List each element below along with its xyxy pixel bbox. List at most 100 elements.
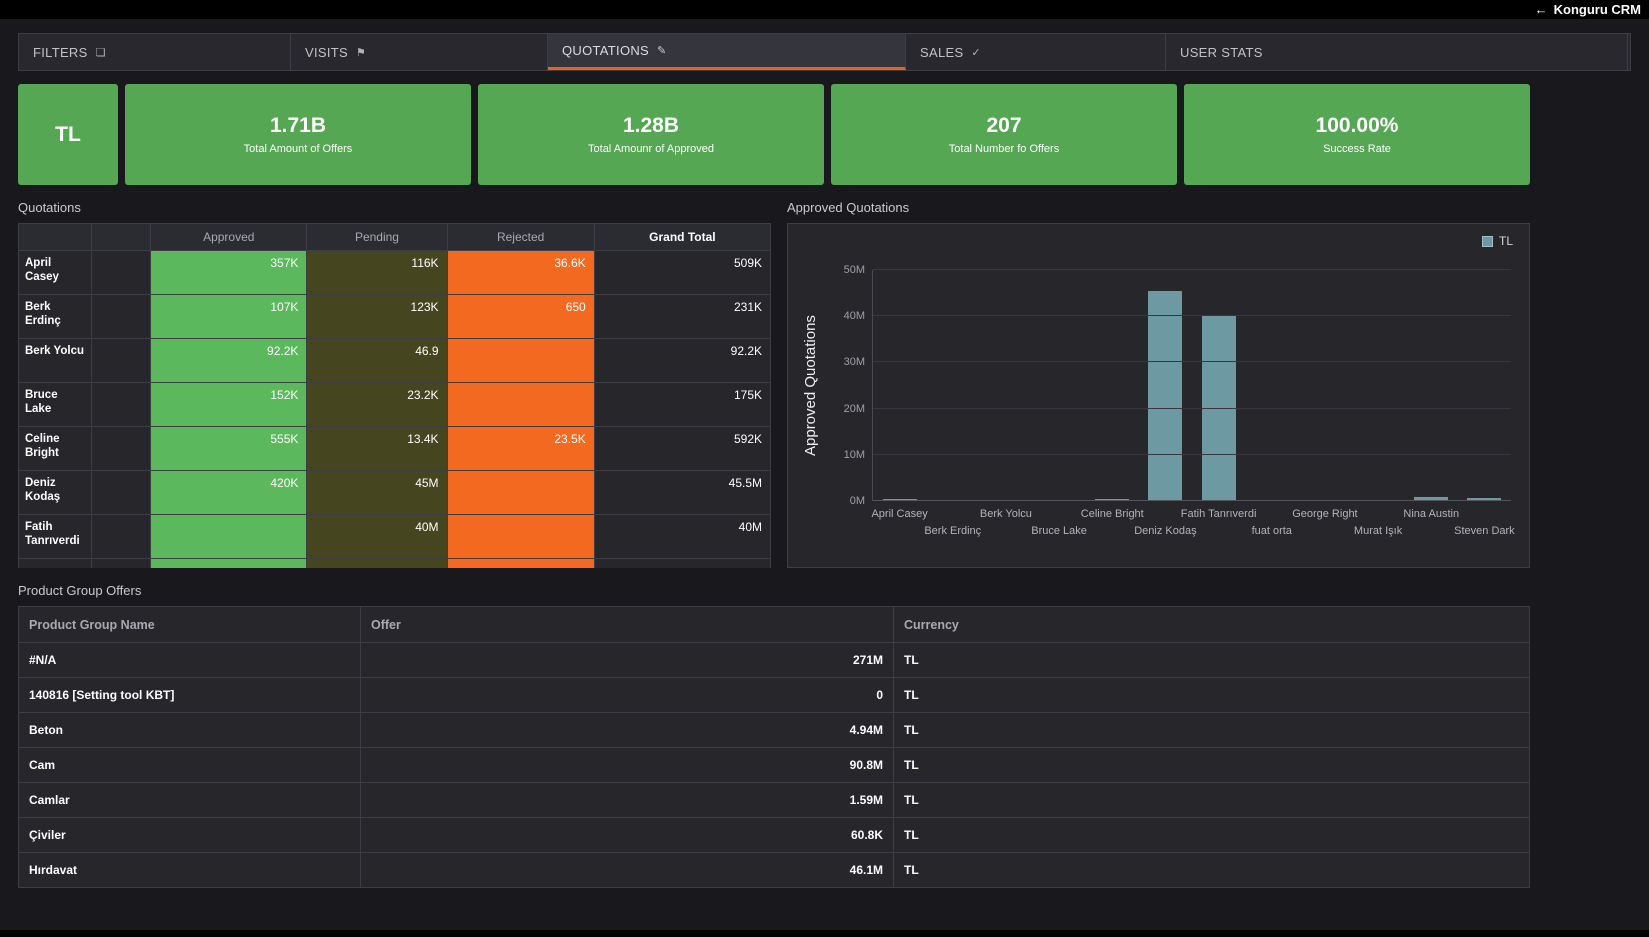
cell-blank <box>91 338 152 383</box>
cell-product-name[interactable]: Hırdavat <box>18 852 361 888</box>
cell-rejected[interactable]: 36.6K <box>446 250 595 295</box>
product-row[interactable]: Çiviler 60.8K TL <box>18 817 1530 853</box>
app-title[interactable]: ← Konguru CRM <box>1535 2 1641 17</box>
cell-product-name[interactable]: 140816 [Setting tool KBT] <box>18 677 361 713</box>
gridline <box>873 269 1511 270</box>
topbar: ← Konguru CRM <box>0 0 1649 19</box>
cell-grand-total[interactable]: 175K <box>593 382 772 427</box>
cell-pending[interactable]: 40M <box>306 514 448 559</box>
gridline <box>873 407 1511 409</box>
column-header-grand-total[interactable]: Grand Total <box>593 223 772 251</box>
cell-product-name[interactable]: Camlar <box>18 782 361 818</box>
cell-approved[interactable]: 152K <box>150 382 308 427</box>
quotation-row: Berk Yolcu 92.2K 46.9 92.2K <box>18 338 772 383</box>
cell-product-name[interactable]: Cam <box>18 747 361 783</box>
cell-approved[interactable]: 555K <box>150 426 308 471</box>
cell-pending[interactable]: 46.9 <box>306 338 448 383</box>
product-row[interactable]: Beton 4.94M TL <box>18 712 1530 748</box>
tab-bar: FILTERS ❏ VISITS ⚑ QUOTATIONS ✎ SALES ✓ USER STA… <box>18 33 1631 71</box>
cell-currency[interactable]: TL <box>893 642 1530 678</box>
cell-partial <box>306 558 448 568</box>
quotation-row-partial <box>18 558 772 568</box>
kpi-card-total-amounr-of-approved: 1.28B Total Amounr of Approved <box>478 84 824 185</box>
cell-currency[interactable]: TL <box>893 782 1530 818</box>
tab-sales[interactable]: SALES ✓ <box>906 34 1166 70</box>
cell-rejected[interactable]: 650 <box>446 294 595 339</box>
quotation-row: Berk Erdinç 107K 123K 650 231K <box>18 294 772 339</box>
cell-approved[interactable]: 92.2K <box>150 338 308 383</box>
cell-offer[interactable]: 46.1M <box>360 852 894 888</box>
cell-grand-total[interactable]: 592K <box>593 426 772 471</box>
column-header-rejected[interactable]: Rejected <box>446 223 595 251</box>
bar-slot <box>1405 270 1458 501</box>
cell-rejected[interactable] <box>446 470 595 515</box>
cell-pending[interactable]: 23.2K <box>306 382 448 427</box>
chart-bar[interactable] <box>1148 290 1183 501</box>
kpi-card-success-rate: 100.00% Success Rate <box>1184 84 1530 185</box>
column-header-approved[interactable]: Approved <box>150 223 308 251</box>
cell-offer[interactable]: 1.59M <box>360 782 894 818</box>
cell-grand-total[interactable]: 92.2K <box>593 338 772 383</box>
cell-pending[interactable]: 116K <box>306 250 448 295</box>
tab-user-stats[interactable]: USER STATS <box>1166 34 1628 70</box>
cell-grand-total[interactable]: 45.5M <box>593 470 772 515</box>
tab-label: FILTERS <box>33 44 88 60</box>
column-header-offer[interactable]: Offer <box>360 606 894 643</box>
product-row[interactable]: Camlar 1.59M TL <box>18 782 1530 818</box>
pencil-icon: ✎ <box>657 45 667 57</box>
cell-grand-total[interactable]: 231K <box>593 294 772 339</box>
product-header-row: Product Group Name Offer Currency <box>18 606 1530 643</box>
x-axis-labels: April Casey Berk Erdinç Berk Yolcu Bruce La… <box>871 508 1514 546</box>
cell-offer[interactable]: 90.8M <box>360 747 894 783</box>
cell-rejected[interactable] <box>446 514 595 559</box>
cell-currency[interactable]: TL <box>893 852 1530 888</box>
cell-approved[interactable]: 420K <box>150 470 308 515</box>
cell-product-name[interactable]: #N/A <box>18 642 361 678</box>
product-row[interactable]: Cam 90.8M TL <box>18 747 1530 783</box>
cell-pending[interactable]: 13.4K <box>306 426 448 471</box>
cell-currency[interactable]: TL <box>893 817 1530 853</box>
cell-pending[interactable]: 45M <box>306 470 448 515</box>
cell-currency[interactable]: TL <box>893 677 1530 713</box>
cell-approved[interactable]: 357K <box>150 250 308 295</box>
cell-offer[interactable]: 271M <box>360 642 894 678</box>
cell-currency[interactable]: TL <box>893 747 1530 783</box>
cell-offer[interactable]: 4.94M <box>360 712 894 748</box>
chart-bar[interactable] <box>882 498 917 501</box>
cell-rejected[interactable]: 23.5K <box>446 426 595 471</box>
x-axis-label: Celine Bright <box>1080 508 1144 520</box>
column-header-pending[interactable]: Pending <box>306 223 448 251</box>
cell-pending[interactable]: 123K <box>306 294 448 339</box>
chart-bar[interactable] <box>1467 498 1502 501</box>
cell-offer[interactable]: 60.8K <box>360 817 894 853</box>
tab-visits[interactable]: VISITS ⚑ <box>291 34 548 70</box>
cell-offer[interactable]: 0 <box>360 677 894 713</box>
bar-slot <box>1033 270 1086 501</box>
cell-rejected[interactable] <box>446 338 595 383</box>
cell-currency[interactable]: TL <box>893 712 1530 748</box>
cell-product-name[interactable]: Çiviler <box>18 817 361 853</box>
cell-grand-total[interactable]: 509K <box>593 250 772 295</box>
product-row[interactable]: 140816 [Setting tool KBT] 0 TL <box>18 677 1530 713</box>
product-group-offers-title: Product Group Offers <box>18 583 142 598</box>
column-header-product-group-name[interactable]: Product Group Name <box>18 606 361 643</box>
cell-approved[interactable]: 107K <box>150 294 308 339</box>
cell-grand-total[interactable]: 40M <box>593 514 772 559</box>
product-row[interactable]: Hırdavat 46.1M TL <box>18 852 1530 888</box>
kpi-label: Total Number fo Offers <box>948 143 1060 155</box>
cell-rejected[interactable] <box>446 382 595 427</box>
product-row[interactable]: #N/A 271M TL <box>18 642 1530 678</box>
tab-filters[interactable]: FILTERS ❏ <box>19 34 291 70</box>
quotations-table: Approved Pending Rejected Grand Total April … <box>18 223 773 568</box>
quotations-section: Quotations Approved Pending Rejected Grand … <box>18 185 773 568</box>
cell-product-name[interactable]: Beton <box>18 712 361 748</box>
tab-quotations[interactable]: QUOTATIONS ✎ <box>548 34 906 70</box>
bar-slot <box>1298 270 1351 501</box>
cell-blank <box>91 250 152 295</box>
cell-approved[interactable] <box>150 514 308 559</box>
gridline <box>873 361 1511 363</box>
legend[interactable]: TL <box>1481 234 1513 248</box>
panels-row: Quotations Approved Pending Rejected Grand … <box>18 185 1530 568</box>
chart-bar[interactable] <box>1414 497 1449 501</box>
column-header-currency[interactable]: Currency <box>893 606 1530 643</box>
